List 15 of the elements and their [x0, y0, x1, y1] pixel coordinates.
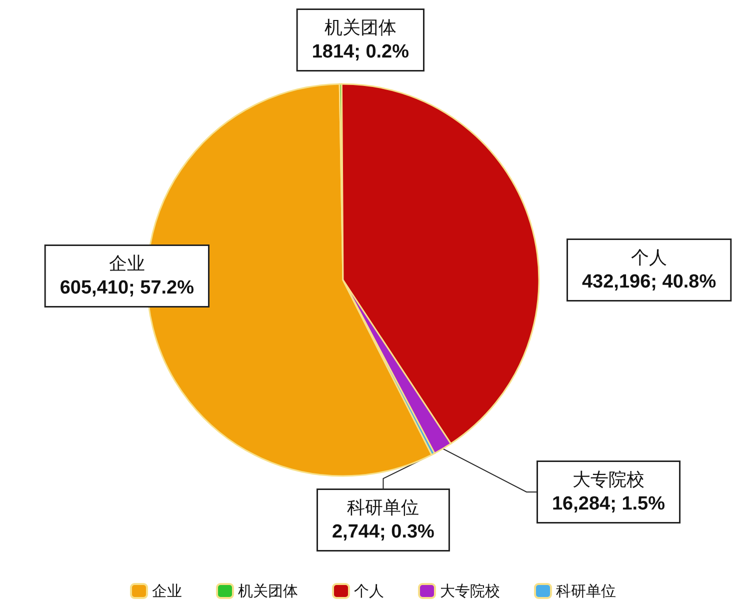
legend-label: 机关团体	[238, 582, 298, 600]
legend-label: 企业	[152, 582, 182, 600]
data-label: 2,744; 0.3%	[332, 522, 435, 542]
data-label: 1814; 0.2%	[312, 42, 410, 62]
slice-label: 大专院校	[572, 470, 645, 490]
slice-label: 科研单位	[347, 498, 420, 518]
slice-label: 个人	[631, 248, 668, 268]
legend-label: 科研单位	[556, 582, 616, 600]
slice-label: 企业	[108, 254, 145, 274]
data-label: 16,284; 1.5%	[552, 494, 666, 514]
data-label: 432,196; 40.8%	[582, 272, 716, 292]
legend-label: 大专院校	[440, 582, 500, 600]
slice-label: 机关团体	[324, 18, 396, 38]
legend-label: 个人	[354, 582, 384, 600]
data-label: 605,410; 57.2%	[60, 278, 194, 298]
